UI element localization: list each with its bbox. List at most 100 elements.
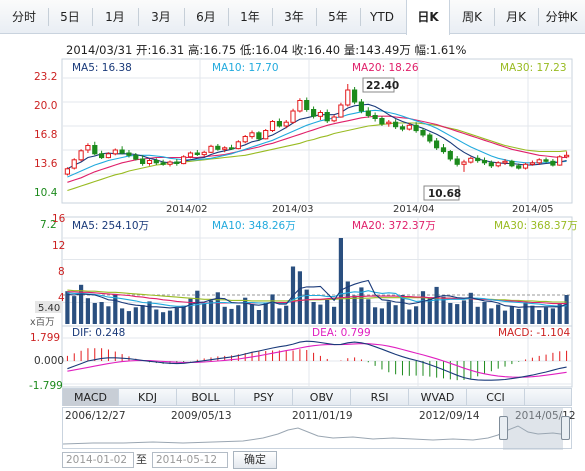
volume-bar bbox=[468, 292, 473, 324]
candle-body bbox=[488, 162, 494, 167]
volume-bar bbox=[85, 298, 90, 324]
tab-1-month[interactable]: 1月 bbox=[105, 10, 125, 24]
macd-histogram bbox=[66, 348, 568, 381]
tab-intraday[interactable]: 分时 bbox=[11, 10, 36, 24]
volume-bar bbox=[420, 291, 426, 324]
candle-body bbox=[249, 132, 255, 138]
volume-y-tick: 16 bbox=[52, 213, 66, 225]
tab-wvad[interactable]: WVAD bbox=[409, 389, 467, 406]
price-x-tick: 2014/03 bbox=[272, 204, 314, 215]
tab-monthly-k[interactable]: 月K bbox=[506, 10, 526, 24]
candle-body bbox=[160, 162, 166, 165]
volume-y-tick: 4 bbox=[58, 292, 65, 304]
volume-bar bbox=[523, 302, 528, 324]
volume-bar bbox=[188, 298, 193, 324]
timeline-selection bbox=[503, 408, 563, 450]
candle-body bbox=[283, 121, 289, 127]
volume-ma20-legend: MA20: 372.37万 bbox=[352, 220, 436, 232]
volume-bar bbox=[290, 266, 296, 324]
tab-ytd[interactable]: YTD bbox=[370, 10, 394, 24]
volume-bar bbox=[181, 305, 186, 324]
price-ma-lines bbox=[67, 103, 567, 192]
candle-body bbox=[317, 112, 323, 117]
candle-body bbox=[365, 110, 371, 116]
tab-minute-k[interactable]: 分钟K bbox=[545, 10, 578, 24]
timeline-right-handle[interactable] bbox=[561, 416, 570, 440]
volume-bar bbox=[208, 300, 214, 324]
candle-body bbox=[194, 152, 200, 155]
price-ma30-legend: MA30: 17.23 bbox=[500, 62, 567, 74]
candle-body bbox=[475, 157, 481, 162]
candle-body bbox=[297, 100, 303, 112]
tab-psy[interactable]: PSY bbox=[235, 389, 293, 406]
candle-body bbox=[358, 101, 364, 112]
volume-bar bbox=[475, 306, 480, 324]
volume-ma-lines bbox=[67, 279, 567, 309]
tab-weekly-k[interactable]: 周K bbox=[462, 10, 482, 24]
candle-body bbox=[481, 160, 488, 164]
candle-body bbox=[509, 160, 515, 167]
low-price-label: 10.68 bbox=[428, 188, 461, 200]
volume-bar bbox=[256, 310, 261, 324]
candle-body bbox=[92, 145, 98, 155]
end-date-field[interactable]: 2014-05-12 bbox=[152, 452, 228, 468]
volume-bar bbox=[407, 309, 412, 324]
candle-body bbox=[304, 100, 310, 110]
candle-body bbox=[146, 160, 153, 164]
volume-ma30-line bbox=[67, 289, 567, 303]
candle-body bbox=[215, 145, 221, 150]
tab-3-month[interactable]: 3月 bbox=[151, 10, 171, 24]
ma5-line bbox=[67, 103, 567, 170]
volume-bar bbox=[338, 238, 343, 324]
volume-bar bbox=[147, 301, 152, 324]
volume-bar bbox=[126, 311, 131, 324]
candle-body bbox=[516, 165, 522, 169]
ma30-line bbox=[67, 122, 567, 192]
volume-bar bbox=[65, 291, 70, 324]
tab-daily-k[interactable]: 日K bbox=[406, 0, 450, 35]
tab-5-year[interactable]: 5年 bbox=[328, 10, 348, 24]
volume-bar bbox=[79, 284, 84, 324]
start-date-field[interactable]: 2014-01-02 bbox=[62, 452, 134, 468]
timeline-sparkline bbox=[63, 408, 569, 450]
tab-5-day[interactable]: 5日 bbox=[60, 10, 80, 24]
candle-body bbox=[181, 156, 187, 165]
volume-bar bbox=[345, 281, 350, 324]
confirm-button[interactable]: 确定 bbox=[233, 451, 277, 469]
volume-y-tick: 8 bbox=[58, 266, 65, 278]
ma20-line bbox=[67, 115, 567, 183]
tab-rsi[interactable]: RSI bbox=[351, 389, 409, 406]
candle-body bbox=[324, 112, 330, 122]
tab-cci[interactable]: CCI bbox=[467, 389, 525, 406]
to-label: 至 bbox=[136, 453, 147, 466]
tab-obv[interactable]: OBV bbox=[293, 389, 351, 406]
tab-1-year[interactable]: 1年 bbox=[240, 10, 260, 24]
volume-bar bbox=[400, 295, 405, 324]
volume-bar bbox=[441, 296, 446, 324]
volume-bar bbox=[249, 304, 255, 324]
tab-boll[interactable]: BOLL bbox=[177, 389, 235, 406]
candle-body bbox=[140, 158, 146, 164]
tab-3-year[interactable]: 3年 bbox=[284, 10, 304, 24]
volume-bar bbox=[543, 307, 549, 324]
volume-bar bbox=[516, 308, 521, 324]
tab-6-month[interactable]: 6月 bbox=[196, 10, 216, 24]
ma10-line bbox=[67, 109, 567, 178]
price-y-tick: 16.8 bbox=[34, 129, 57, 141]
volume-bar bbox=[325, 299, 330, 324]
candle-body bbox=[269, 121, 276, 131]
candle-body bbox=[290, 110, 296, 123]
price-x-tick: 2014/02 bbox=[166, 204, 208, 215]
volume-bar bbox=[482, 302, 487, 324]
volume-bar bbox=[502, 310, 508, 324]
candle-body bbox=[564, 154, 570, 158]
macd-y-tick: 1.799 bbox=[30, 332, 60, 344]
tab-kdj[interactable]: KDJ bbox=[119, 389, 177, 406]
candle-body bbox=[468, 157, 474, 163]
timeline-left-handle[interactable] bbox=[499, 416, 508, 440]
timeline-label: 2009/05/13 bbox=[171, 410, 232, 422]
candle-body bbox=[447, 151, 453, 160]
price-y-tick: 23.2 bbox=[34, 71, 57, 83]
timeline-navigator[interactable]: 2006/12/27 2009/05/13 2011/01/19 2012/09… bbox=[62, 407, 576, 450]
tab-macd[interactable]: MACD bbox=[63, 389, 119, 406]
